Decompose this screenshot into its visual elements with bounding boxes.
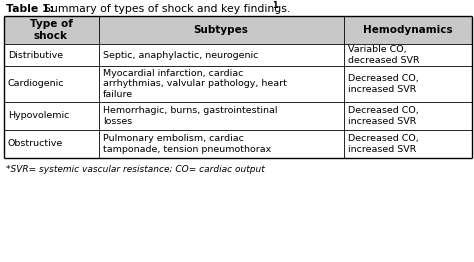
Text: 1: 1 <box>272 1 277 9</box>
Text: Summary of types of shock and key findings.: Summary of types of shock and key findin… <box>44 4 290 14</box>
Text: Type of
shock: Type of shock <box>29 19 73 41</box>
Text: Hypovolemic: Hypovolemic <box>8 112 69 121</box>
Text: Hemodynamics: Hemodynamics <box>363 25 453 35</box>
Text: *SVR= systemic vascular resistance; CO= cardiac output: *SVR= systemic vascular resistance; CO= … <box>6 165 265 173</box>
Bar <box>99 66 344 102</box>
Text: Decreased CO,
increased SVR: Decreased CO, increased SVR <box>348 74 419 94</box>
Bar <box>4 66 99 102</box>
Text: Myocardial infarction, cardiac
arrhythmias, valvular pathology, heart
failure: Myocardial infarction, cardiac arrhythmi… <box>103 69 287 99</box>
Bar <box>4 130 99 158</box>
Bar <box>99 130 344 158</box>
Bar <box>4 44 99 66</box>
Bar <box>344 66 472 102</box>
Text: Decreased CO,
increased SVR: Decreased CO, increased SVR <box>348 106 419 126</box>
Text: Table 1:: Table 1: <box>6 4 58 14</box>
Bar <box>99 44 344 66</box>
Bar <box>99 102 344 130</box>
Text: Hemorrhagic, burns, gastrointestinal
losses: Hemorrhagic, burns, gastrointestinal los… <box>103 106 277 126</box>
Text: Decreased CO,
increased SVR: Decreased CO, increased SVR <box>348 134 419 154</box>
Text: Cardiogenic: Cardiogenic <box>8 79 64 89</box>
Text: Septic, anaphylactic, neurogenic: Septic, anaphylactic, neurogenic <box>103 51 258 59</box>
Text: Distributive: Distributive <box>8 51 63 59</box>
Bar <box>4 16 99 44</box>
Text: Variable CO,
decreased SVR: Variable CO, decreased SVR <box>348 45 419 65</box>
Bar <box>4 102 99 130</box>
Text: Obstructive: Obstructive <box>8 139 63 149</box>
Bar <box>344 102 472 130</box>
Text: Subtypes: Subtypes <box>193 25 248 35</box>
Bar <box>99 16 344 44</box>
Text: Pulmonary embolism, cardiac
tamponade, tension pneumothorax: Pulmonary embolism, cardiac tamponade, t… <box>103 134 271 154</box>
Bar <box>344 16 472 44</box>
Bar <box>344 44 472 66</box>
Bar <box>344 130 472 158</box>
